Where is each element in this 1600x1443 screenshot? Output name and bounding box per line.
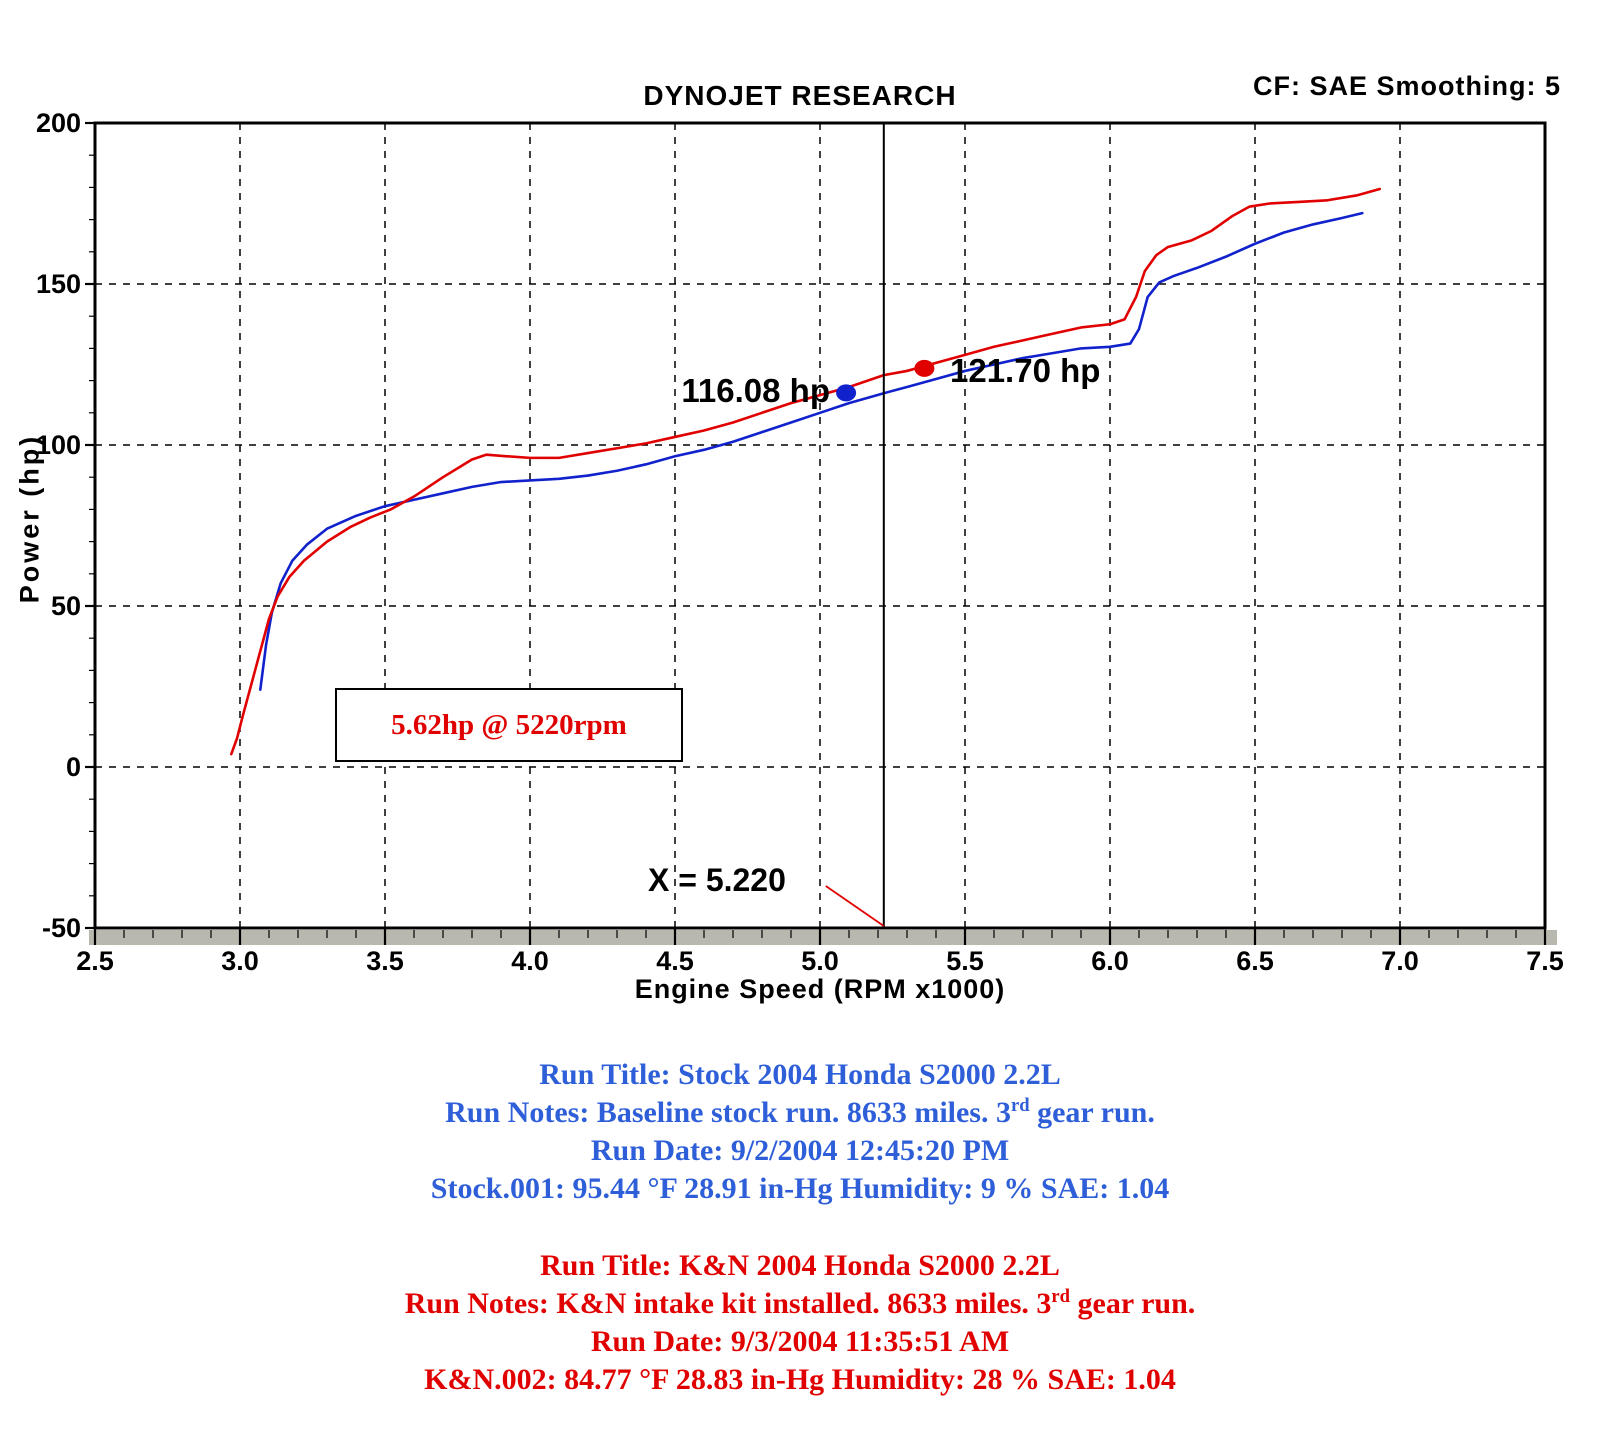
svg-text:7.5: 7.5	[1526, 946, 1564, 976]
svg-text:100: 100	[36, 430, 81, 460]
run-date: Run Date: 9/3/2004 11:35:51 AM	[590, 1325, 1010, 1358]
svg-text:6.5: 6.5	[1236, 946, 1274, 976]
run-notes: Run Notes: Baseline stock run. 8633 mile…	[445, 1095, 1155, 1129]
svg-text:4.5: 4.5	[656, 946, 694, 976]
power-difference-callout: 5.62hp @ 5220rpm	[335, 688, 683, 762]
run-info-kn: Run Title: K&N 2004 Honda S2000 2.2L Run…	[0, 1247, 1600, 1399]
dyno-chart: 2.5 3.0 3.5 4.0 4.5 5.0 5.5 6.0 6.5 7.0 7.5 200 150 1…	[36, 108, 1564, 976]
run-title: Run Title: K&N 2004 Honda S2000 2.2L	[540, 1249, 1060, 1282]
run-date: Run Date: 9/2/2004 12:45:20 PM	[590, 1134, 1010, 1167]
power-difference-text: 5.62hp @ 5220rpm	[391, 708, 627, 741]
cursor-x-label: X = 5.220	[648, 862, 786, 898]
svg-text:3.5: 3.5	[366, 946, 404, 976]
svg-text:-50: -50	[42, 913, 81, 943]
marker-label-kn-hp: 121.70 hp	[950, 352, 1101, 389]
svg-text:5.0: 5.0	[801, 946, 839, 976]
marker-label-stock-hp: 116.08 hp	[681, 372, 830, 409]
svg-text:6.0: 6.0	[1091, 946, 1129, 976]
x-axis-label: Engine Speed (RPM x1000)	[634, 974, 1006, 1004]
run-info-stock: Run Title: Stock 2004 Honda S2000 2.2L R…	[0, 1056, 1600, 1208]
run-notes: Run Notes: K&N intake kit installed. 863…	[404, 1286, 1196, 1320]
svg-text:50: 50	[51, 591, 81, 621]
svg-text:4.0: 4.0	[511, 946, 549, 976]
svg-text:2.5: 2.5	[76, 946, 114, 976]
y-axis-label: Power (hp)	[14, 433, 45, 604]
svg-text:0: 0	[66, 752, 81, 782]
svg-text:3.0: 3.0	[221, 946, 259, 976]
cf-smoothing-info: CF: SAE Smoothing: 5	[1253, 71, 1561, 101]
svg-text:5.5: 5.5	[946, 946, 984, 976]
chart-title: DYNOJET RESEARCH	[643, 80, 957, 111]
svg-text:7.0: 7.0	[1381, 946, 1419, 976]
run-title: Run Title: Stock 2004 Honda S2000 2.2L	[539, 1058, 1061, 1091]
svg-text:200: 200	[36, 108, 81, 138]
run-conditions: Stock.001: 95.44 °F 28.91 in-Hg Humidity…	[430, 1172, 1170, 1205]
run-conditions: K&N.002: 84.77 °F 28.83 in-Hg Humidity: …	[424, 1363, 1176, 1396]
svg-text:150: 150	[36, 269, 81, 299]
